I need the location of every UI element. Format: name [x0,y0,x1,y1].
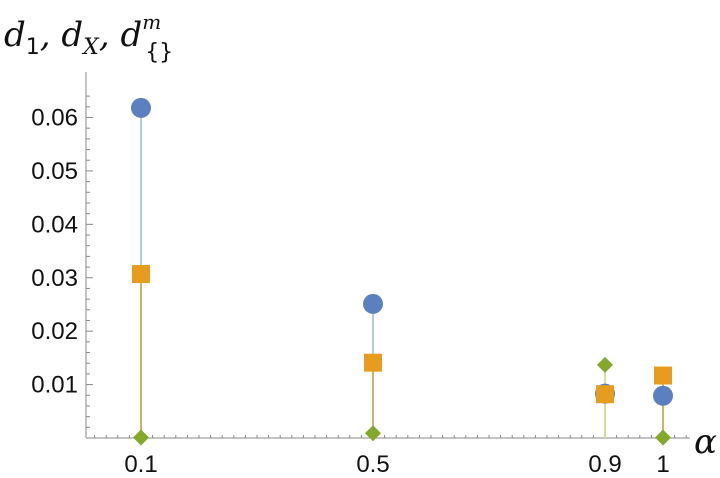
y-tick-label: 0.05 [31,158,78,185]
ylabel-sep1: , [40,15,62,55]
data-point-square [596,385,614,404]
y-tick-label: 0.01 [31,372,78,399]
ylabel-dm-superscript: m [142,10,161,34]
y-tick-label: 0.02 [31,318,78,345]
ylabel-dx-subscript: X [81,35,100,60]
y-tick-label: 0.06 [31,105,78,132]
ylabel-d1-subscript: 1 [26,35,40,60]
x-tick-label: 0.1 [124,451,157,478]
points [131,97,673,446]
data-point-diamond [133,429,149,446]
x-tick-label: 0.9 [588,451,621,478]
data-point-diamond [597,356,613,373]
data-point-diamond [655,429,671,446]
data-point-diamond [365,425,381,442]
ylabel-dx: d [61,15,83,55]
ylabel-d1: d [4,15,26,55]
data-point-square [132,265,150,284]
x-axis-title: α [694,422,717,462]
x-tick-label: 1 [656,451,669,478]
data-point-square [364,353,382,372]
y-tick-label: 0.04 [31,211,78,238]
data-point-circle [363,293,383,314]
ylabel-dm: d [120,15,142,55]
ylabel-sep2: , [99,15,121,55]
data-point-circle [131,97,151,118]
y-axis-title: d1, dX, dm{} [4,10,173,65]
data-point-square [654,366,672,385]
y-tick-label: 0.03 [31,265,78,292]
stems [140,107,664,438]
ylabel-dm-subscript: {} [145,40,173,65]
x-tick-label: 0.5 [356,451,389,478]
data-point-circle [653,385,673,406]
axes: 0.01 0.02 0.03 0.04 0.05 0.06 0.1 0.5 0.9 1 [31,72,690,478]
